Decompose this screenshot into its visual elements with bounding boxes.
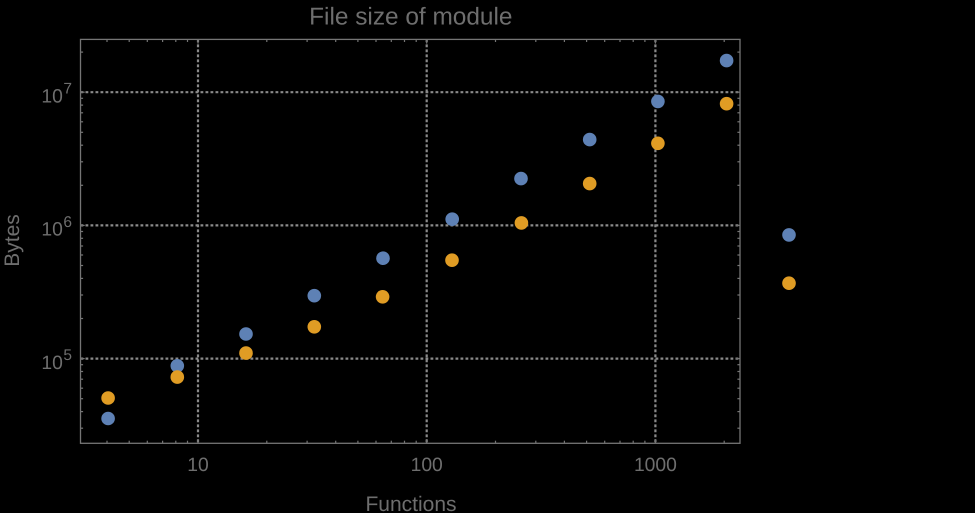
svg-text:1000: 1000 <box>634 455 677 476</box>
svg-text:10: 10 <box>41 353 62 374</box>
svg-text:10: 10 <box>41 87 62 108</box>
svg-text:10: 10 <box>41 220 62 241</box>
svg-text:100: 100 <box>411 455 443 476</box>
svg-text:Bytes: Bytes <box>1 214 24 267</box>
svg-text:7: 7 <box>63 81 72 98</box>
svg-text:6: 6 <box>63 214 72 231</box>
svg-text:File size of module: File size of module <box>309 4 512 31</box>
svg-text:10: 10 <box>187 455 208 476</box>
svg-text:Functions: Functions <box>365 493 456 513</box>
svg-text:5: 5 <box>63 347 72 364</box>
